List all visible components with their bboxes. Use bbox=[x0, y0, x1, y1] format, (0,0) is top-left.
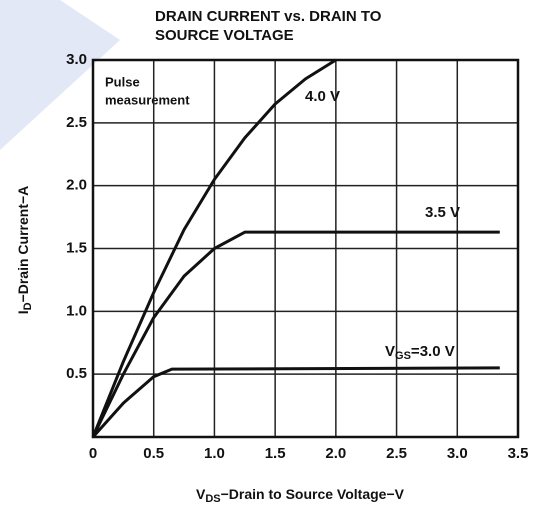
plot-frame bbox=[91, 58, 520, 439]
y-tick-label: 3.0 bbox=[66, 51, 87, 68]
x-tick-label: 3.5 bbox=[508, 445, 529, 462]
symbol: V bbox=[385, 343, 395, 360]
series-name: 3.0 V bbox=[420, 343, 455, 360]
y-tick-label: 1.5 bbox=[66, 239, 87, 256]
symbol: V bbox=[196, 486, 206, 502]
x-tick-label: 1.0 bbox=[204, 445, 225, 462]
y-tick-label: 0.5 bbox=[66, 365, 87, 382]
curve bbox=[91, 230, 500, 438]
curve bbox=[91, 366, 500, 439]
x-tick-label: 0.5 bbox=[143, 445, 164, 462]
equals: = bbox=[411, 343, 420, 360]
series-label: 3.5 V bbox=[425, 204, 460, 221]
y-tick-label: 1.0 bbox=[66, 302, 87, 319]
x-tick-label: 3.0 bbox=[447, 445, 468, 462]
subscript: DS bbox=[205, 493, 220, 505]
chart-title: SOURCE VOLTAGE bbox=[155, 27, 294, 44]
x-tick-label: 2.0 bbox=[325, 445, 346, 462]
xlabel: VDS−Drain to Source Voltage−V bbox=[196, 486, 405, 505]
series-label: VGS=3.0 V bbox=[385, 343, 455, 362]
label-text: −Drain to Source Voltage−V bbox=[221, 486, 405, 502]
y-tick-label: 2.5 bbox=[66, 114, 87, 131]
x-tick-label: 2.5 bbox=[386, 445, 407, 462]
chart-title: DRAIN CURRENT vs. DRAIN TO bbox=[155, 8, 382, 25]
annotation: measurement bbox=[105, 92, 190, 107]
curve bbox=[91, 58, 337, 438]
y-tick-label: 2.0 bbox=[66, 177, 87, 194]
x-tick-label: 0 bbox=[89, 445, 97, 462]
label-text: −Drain Current−A bbox=[15, 186, 31, 303]
x-tick-label: 1.5 bbox=[265, 445, 286, 462]
ylabel: ID−Drain Current−A bbox=[15, 186, 34, 315]
watermark bbox=[0, 0, 120, 150]
subscript: D bbox=[22, 302, 34, 310]
series-label: 4.0 V bbox=[305, 88, 340, 105]
subscript: GS bbox=[395, 350, 411, 362]
annotation: Pulse bbox=[105, 74, 140, 89]
symbol: I bbox=[15, 310, 31, 314]
